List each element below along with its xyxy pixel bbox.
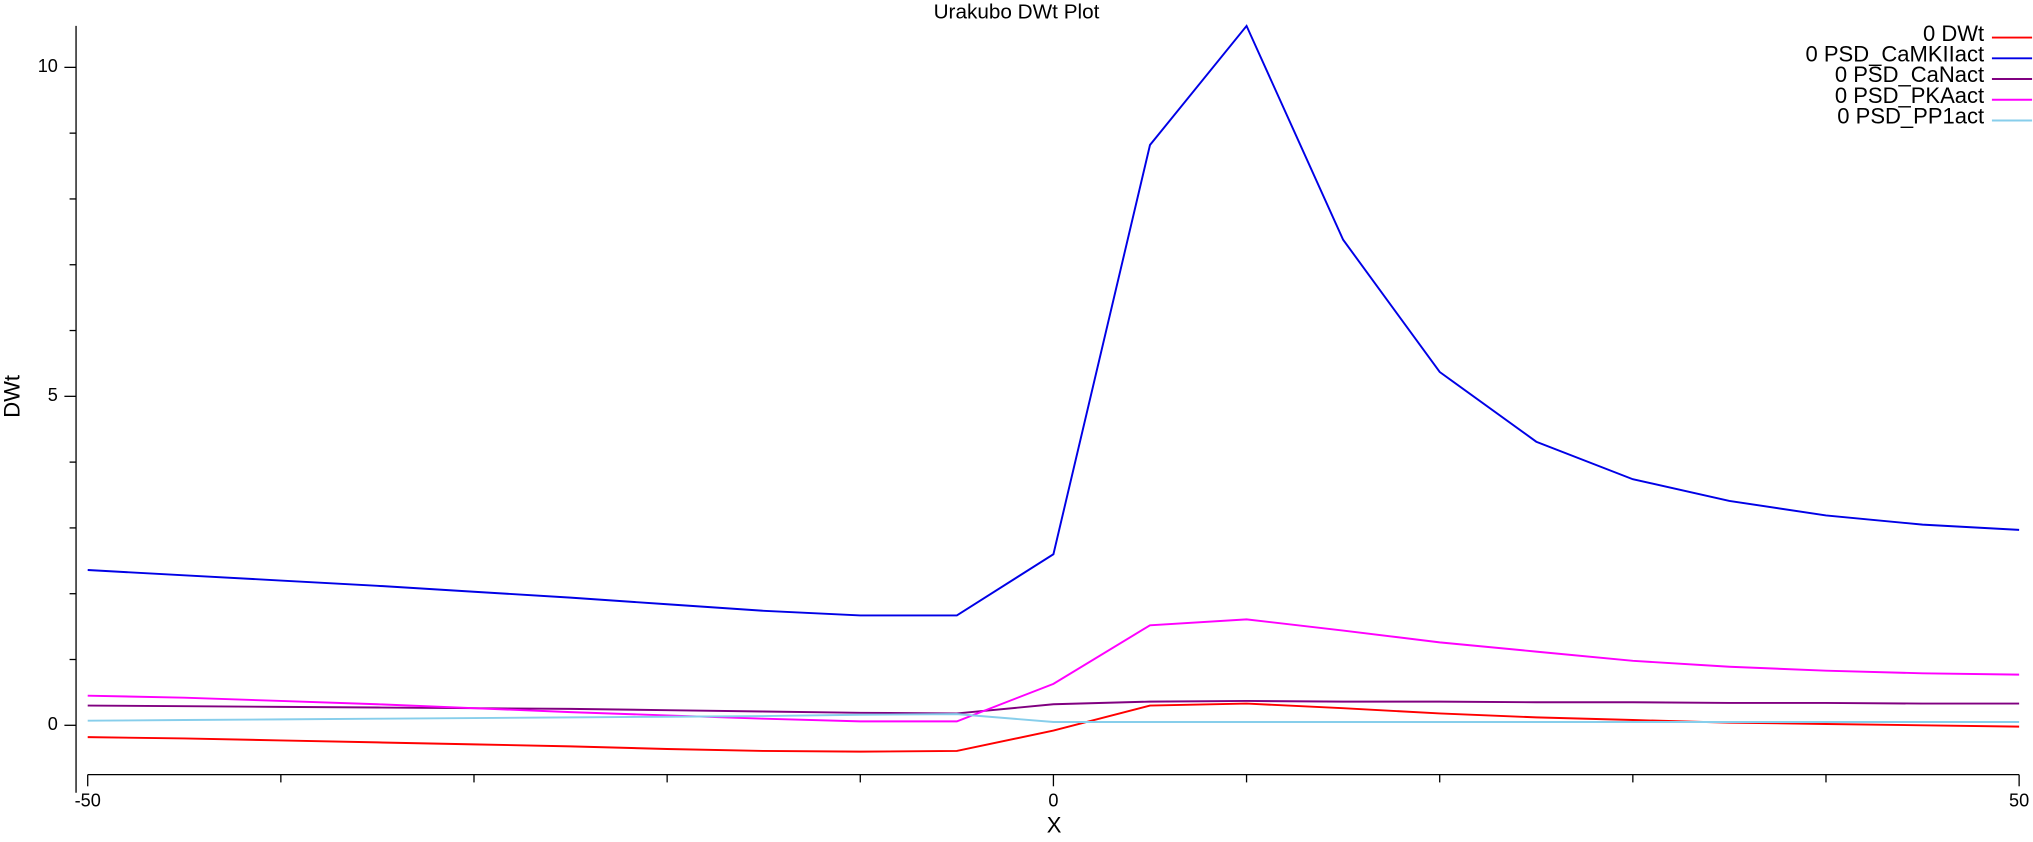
y-tick-label: 5 (48, 385, 58, 405)
series-line (87, 618, 2020, 723)
x-tick-label: 0 (1048, 791, 1058, 811)
series-line (87, 24, 2020, 617)
y-tick-label: 10 (38, 56, 58, 76)
chart-title: Urakubo DWt Plot (934, 0, 1100, 23)
series-line (87, 713, 2020, 723)
x-tick-label: 50 (2009, 791, 2029, 811)
legend-label: 0 DWt (1923, 21, 1984, 46)
x-tick-label: -50 (75, 791, 101, 811)
series-line (87, 702, 2020, 753)
y-axis-label: DWt (0, 375, 25, 418)
x-axis-label: X (1047, 812, 1062, 837)
legend-label: 0 PSD_PKAact (1835, 83, 1984, 108)
legend-label: 0 PSD_CaNact (1835, 62, 1984, 87)
legend-label: 0 PSD_PP1act (1837, 104, 1984, 129)
series-line (87, 699, 2020, 715)
legend-label: 0 PSD_CaMKIIact (1806, 42, 1985, 67)
y-tick-label: 0 (48, 714, 58, 734)
